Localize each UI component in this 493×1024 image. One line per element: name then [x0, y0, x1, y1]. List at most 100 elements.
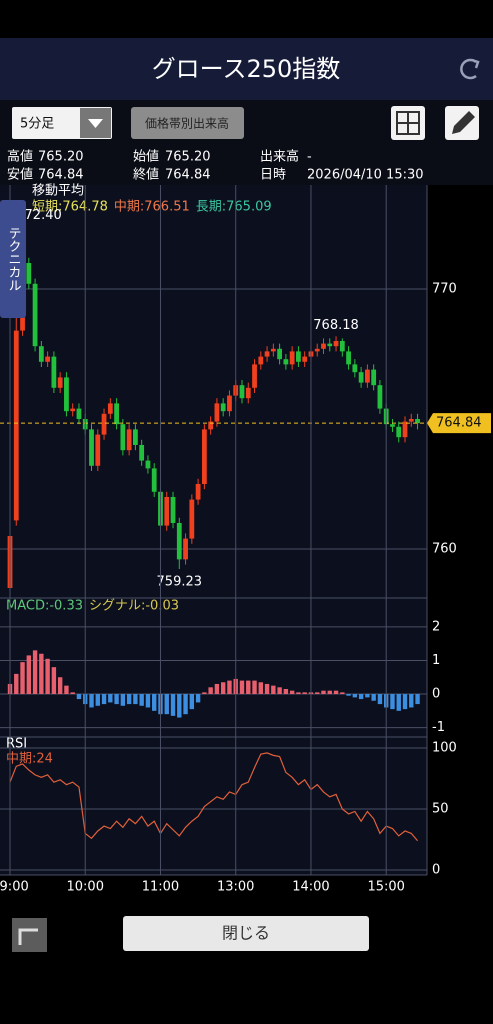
macd-bar	[57, 677, 63, 695]
macd-bar	[145, 694, 151, 708]
candle-body	[227, 395, 232, 412]
macd-bar	[321, 690, 326, 695]
macd-bar	[20, 662, 25, 695]
rsi-line	[9, 752, 419, 842]
candle-body	[333, 340, 339, 347]
macd-bar	[409, 694, 414, 708]
candle-body	[371, 369, 377, 386]
y-tick-label: 50	[432, 802, 449, 817]
candle-body	[364, 369, 370, 383]
candle-body	[145, 460, 151, 469]
info-value: 2026/04/10 15:30	[307, 168, 424, 183]
candle-body	[252, 364, 257, 388]
macd-bar	[327, 690, 332, 695]
candle-body	[377, 385, 383, 409]
ma-legend: 短期:764.78	[32, 200, 108, 215]
macd-bar	[152, 694, 157, 711]
candle-body	[70, 408, 76, 412]
candle-body	[296, 351, 301, 362]
info-table: 高値 765.20 始値 765.20 出来高 - 安値 764.84 終値 7…	[7, 149, 424, 183]
ma-legend: 長期:765.09	[196, 200, 272, 215]
volume-profile-button[interactable]	[131, 107, 244, 139]
candle-body	[13, 330, 19, 521]
candle-body	[170, 496, 176, 523]
macd-bar	[271, 685, 276, 695]
candle-body	[339, 340, 345, 352]
macd-bar	[315, 692, 320, 695]
candle-body	[195, 483, 201, 500]
macd-bar	[377, 694, 383, 705]
candle-body	[176, 522, 182, 560]
side-tab[interactable]	[0, 200, 26, 318]
legend-text: MACD:-0.33	[6, 599, 83, 614]
macd-bar	[396, 694, 401, 711]
candle-body	[89, 429, 94, 466]
layout-button[interactable]	[391, 106, 425, 140]
draw-button[interactable]	[445, 106, 479, 140]
side-tab-text: テクニカル	[6, 227, 21, 292]
macd-bar	[26, 655, 32, 695]
y-tick-label: 0	[432, 863, 440, 878]
candle-body	[289, 351, 295, 365]
macd-bar	[220, 682, 226, 695]
macd-bar	[64, 685, 69, 695]
header-bar	[0, 38, 493, 100]
macd-bar	[246, 680, 251, 695]
extreme-label: 759.23	[157, 575, 203, 590]
candle-body	[32, 283, 38, 347]
macd-bar	[264, 683, 270, 695]
y-tick-label: 1	[432, 653, 440, 668]
x-tick-label: 14:00	[292, 880, 329, 895]
macd-bar	[126, 694, 132, 705]
header-title: グロース250指数	[152, 55, 341, 83]
candle-body	[164, 496, 170, 526]
macd-bar	[76, 694, 82, 700]
candle-body	[51, 356, 57, 388]
macd-bar	[139, 694, 144, 706]
candle-body	[76, 408, 82, 419]
dropdown-arrow	[88, 119, 103, 128]
candle-body	[220, 403, 226, 412]
candle-body	[352, 364, 358, 373]
macd-bar	[177, 694, 182, 718]
macd-bar	[95, 694, 100, 706]
macd-bar	[45, 658, 50, 695]
macd-bar	[164, 694, 169, 715]
info-value: -	[307, 150, 312, 165]
macd-bar	[189, 694, 195, 710]
y-tick-label: 100	[432, 741, 457, 756]
macd-bar	[415, 694, 420, 705]
candle-body	[239, 385, 245, 399]
last-price-text: 764.84	[436, 416, 482, 431]
macd-bar	[289, 690, 295, 695]
candle-body	[208, 421, 214, 430]
macd-bar	[283, 688, 289, 695]
candle-body	[415, 418, 420, 424]
candle-body	[133, 429, 138, 445]
candle-body	[402, 421, 408, 438]
info-label: 始値	[133, 149, 159, 165]
x-tick-label: 13:00	[217, 880, 254, 895]
macd-bar	[120, 694, 126, 706]
candle-body	[126, 429, 132, 451]
candle-body	[327, 343, 333, 347]
candle-body	[139, 444, 145, 461]
info-label: 日時	[260, 168, 286, 183]
macd-bar	[208, 687, 213, 695]
x-tick-label: 11:00	[142, 880, 179, 895]
candle-body	[346, 351, 351, 365]
close-button[interactable]	[123, 916, 369, 951]
refresh-button[interactable]	[460, 58, 480, 80]
macd-bar	[333, 690, 339, 695]
macd-bar	[227, 680, 232, 695]
macd-bar	[70, 692, 75, 695]
macd-bar	[296, 692, 301, 695]
candle-body	[264, 351, 270, 357]
candle-body	[64, 377, 69, 412]
back-icon[interactable]	[12, 918, 47, 952]
y-tick-label: 2	[432, 619, 440, 634]
candle-body	[183, 538, 188, 560]
candle-body	[114, 403, 119, 425]
macd-bar	[340, 692, 345, 695]
